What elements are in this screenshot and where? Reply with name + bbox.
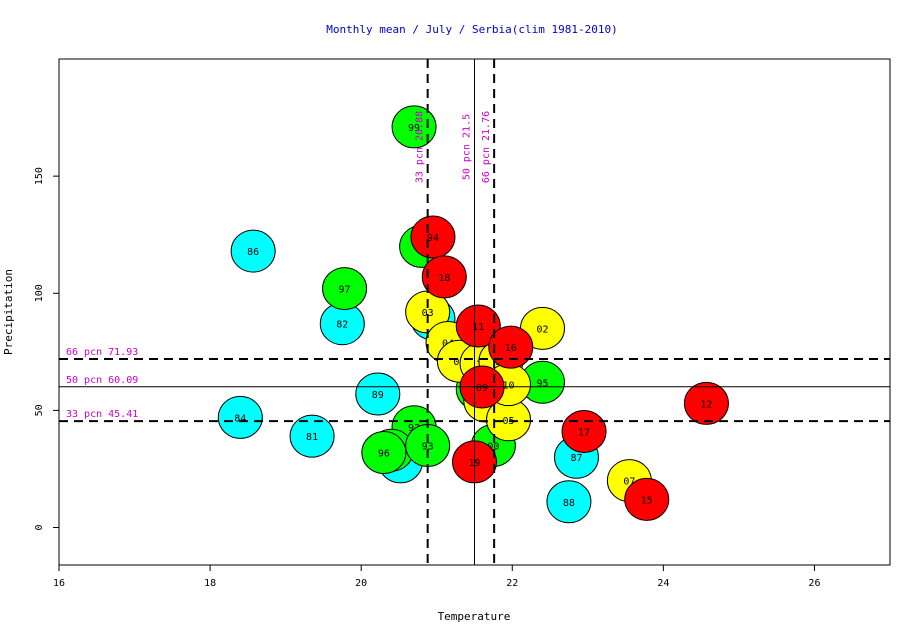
point-label: 10 [502,381,514,392]
x-tick-label: 18 [204,578,216,589]
point-label: 07 [623,477,635,488]
y-percentile-label: 50 pcn 60.09 [66,375,138,386]
y-axis-label: Precipitation [2,269,15,355]
point-label: 17 [578,427,590,438]
point-label: 95 [536,378,548,389]
x-tick-label: 22 [506,578,518,589]
point-marker [322,267,368,311]
point-marker [355,372,401,416]
point-marker [455,304,501,348]
point-label: 11 [472,322,484,333]
point-marker [410,215,456,259]
point-label: 02 [536,324,548,335]
point-marker [361,431,407,475]
point-label: 86 [247,247,259,258]
point-label: 96 [378,449,390,460]
x-tick-label: 26 [808,578,820,589]
point-marker [624,477,670,521]
x-tick-label: 20 [355,578,367,589]
y-tick-label: 100 [34,284,45,302]
point-label: 12 [700,399,712,410]
point-marker [289,414,335,458]
point-marker [683,381,729,425]
point-label: 16 [505,343,517,354]
point-label: 89 [372,390,384,401]
x-axis-label: Temperature [438,610,511,623]
point-label: 03 [422,308,434,319]
point-label: 15 [641,495,653,506]
x-tick-label: 16 [53,578,65,589]
x-percentile-label: 66 pcn 21.76 [481,111,492,183]
point-label: 93 [422,442,434,453]
point-label: 84 [234,413,246,424]
y-tick-label: 50 [34,404,45,416]
x-tick-label: 24 [657,578,669,589]
point-marker [546,480,592,524]
points-layer: 8682848189858387889991979290969398950003… [217,105,729,524]
point-label: 00 [487,442,499,453]
point-label: 09 [476,383,488,394]
point-label: 18 [438,273,450,284]
x-percentile-label: 50 pcn 21.5 [462,114,473,180]
point-label: 99 [408,123,420,134]
point-marker [488,325,534,369]
y-tick-label: 0 [34,525,45,531]
point-marker [230,229,276,273]
x-percentile-label: 33 pcn 20.88 [415,111,426,183]
y-percentile-label: 66 pcn 71.93 [66,347,138,358]
point-label: 08 [453,357,465,368]
point-label: 92 [408,423,420,434]
point-label: 94 [427,233,439,244]
percentile-lines-layer: 33 pcn 20.88 50 pcn 21.5 66 pcn 21.76 66 pc… [59,59,890,565]
y-percentile-label: 33 pcn 45.41 [66,409,138,420]
point-label: 97 [339,285,351,296]
y-tick-label: 150 [34,167,45,185]
point-marker [217,395,263,439]
point-label: 81 [306,432,318,443]
plot-frame [58,58,891,566]
point-marker [421,255,467,299]
point-label: 88 [563,498,575,509]
point-label: 87 [570,453,582,464]
point-marker [391,105,437,149]
point-label: 82 [336,320,348,331]
chart-title: Monthly mean / July / Serbia(clim 1981-2… [326,23,617,36]
point-label: 05 [502,416,514,427]
